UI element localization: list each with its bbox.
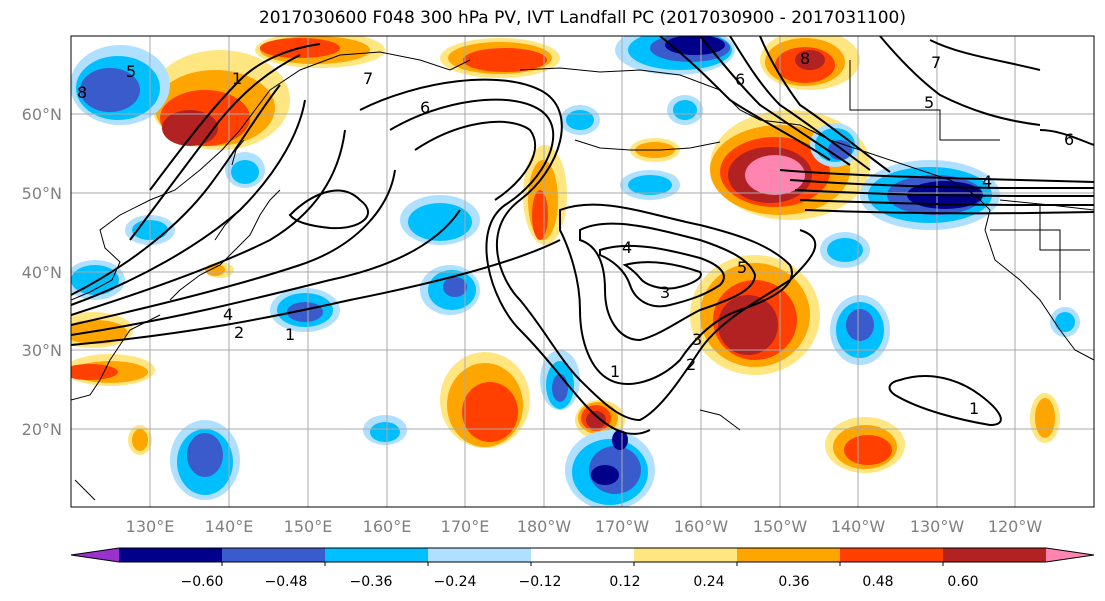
lon-label: 150°E [284, 517, 333, 536]
lon-label: 150°W [753, 517, 808, 536]
colorbar-tick-label: −0.12 [519, 574, 562, 590]
contour-label: 4 [622, 238, 632, 257]
contour-labels: 1 2 3 4 5 6 7 8 1 2 1 3 4 5 7 8 6 5 4 6 … [77, 49, 1074, 418]
contour-label: 1 [232, 69, 242, 88]
colorbar-segment [634, 548, 738, 562]
colorbar-tick-label: 0.60 [947, 574, 978, 590]
contour-label: 2 [686, 355, 696, 374]
contour-label: 3 [660, 283, 670, 302]
colorbar-segment [531, 548, 635, 562]
colorbar-tick-label: −0.48 [265, 574, 308, 590]
colorbar-segment [428, 548, 532, 562]
colorbar-tick-label: 0.12 [609, 574, 640, 590]
colorbar-tick-label: −0.36 [350, 574, 393, 590]
colorbar-tick-label: 0.36 [778, 574, 809, 590]
colorbar-tick-label: −0.24 [434, 574, 477, 590]
contour-label: 4 [223, 305, 233, 324]
pv-contours [71, 36, 1094, 435]
contour-label: 1 [610, 362, 620, 381]
colorbar-segment [119, 548, 223, 562]
contour-label: 6 [420, 98, 430, 117]
colorbar-extend-high [1046, 548, 1094, 562]
lon-label: 170°W [595, 517, 650, 536]
lon-label: 180°W [517, 517, 572, 536]
latitude-labels: 60°N 50°N 40°N 30°N 20°N [22, 105, 62, 439]
contour-label: 4 [982, 172, 992, 191]
lon-label: 130°E [126, 517, 175, 536]
lon-label: 130°W [910, 517, 965, 536]
lon-label: 160°E [363, 517, 412, 536]
contour-label: 1 [285, 325, 295, 344]
contour-label: 5 [737, 258, 747, 277]
map-panel: 1 2 3 4 5 6 7 8 1 2 1 3 4 5 7 8 6 5 4 6 … [71, 36, 1094, 507]
colorbar-tick-label: 0.24 [693, 574, 724, 590]
contour-label: 5 [126, 62, 136, 81]
contour-label: 7 [931, 53, 941, 72]
contour-label: 5 [924, 93, 934, 112]
lat-label: 60°N [22, 105, 62, 124]
lon-label: 170°E [441, 517, 490, 536]
colorbar-segment [943, 548, 1047, 562]
graticule [71, 36, 1094, 507]
contour-label: 6 [1064, 130, 1074, 149]
contour-label: 3 [692, 330, 702, 349]
colorbar-tick-label: 0.48 [862, 574, 893, 590]
lon-label: 140°E [205, 517, 254, 536]
colorbar [70, 547, 1095, 566]
contour-label: 8 [77, 83, 87, 102]
colorbar-segment [840, 548, 944, 562]
contour-label: 7 [363, 69, 373, 88]
colorbar-tick-labels: −0.60 −0.48 −0.36 −0.24 −0.12 0.12 0.24 … [181, 574, 979, 590]
colorbar-outline [70, 547, 1095, 563]
contour-label: 1 [969, 399, 979, 418]
lon-label: 160°W [674, 517, 729, 536]
colorbar-segment [737, 548, 841, 562]
contour-label: 8 [800, 49, 810, 68]
colorbar-tick-label: −0.60 [181, 574, 224, 590]
contour-label: 2 [234, 323, 244, 342]
lat-label: 30°N [22, 341, 62, 360]
lon-label: 120°W [988, 517, 1043, 536]
map-frame [70, 35, 1095, 508]
lon-label: 140°W [831, 517, 886, 536]
map-title: 2017030600 F048 300 hPa PV, IVT Landfall… [258, 8, 906, 28]
lat-label: 20°N [22, 420, 62, 439]
contour-label: 6 [735, 70, 745, 89]
lat-label: 50°N [22, 184, 62, 203]
colorbar-segment [222, 548, 326, 562]
colorbar-segment [325, 548, 429, 562]
colorbar-extend-low [71, 548, 119, 562]
lat-label: 40°N [22, 263, 62, 282]
longitude-labels: 130°E 140°E 150°E 160°E 170°E 180°W 170°… [126, 517, 1043, 536]
